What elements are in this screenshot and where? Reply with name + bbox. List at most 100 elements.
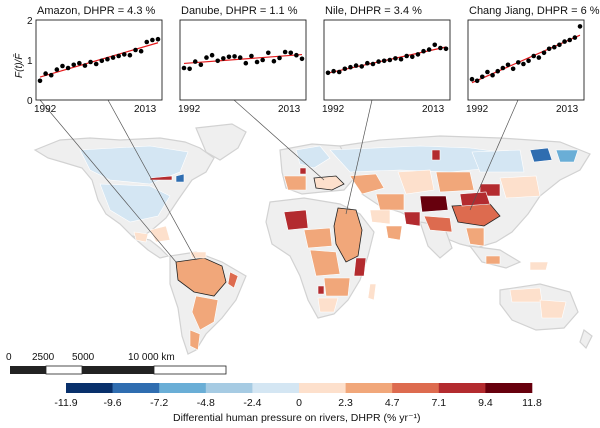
inset-point [204, 55, 209, 60]
inset-point [376, 59, 381, 64]
basin-lena [471, 149, 525, 173]
inset-point [88, 59, 93, 65]
inset-point [336, 69, 342, 75]
colorbar-swatch [438, 383, 486, 393]
inset-fit-line [183, 53, 303, 65]
colorbar-swatch [345, 383, 393, 393]
connector-nile [345, 99, 373, 215]
basin-far-east [555, 149, 579, 163]
inset-point [505, 62, 511, 68]
scale-label-5000: 5000 [72, 352, 95, 363]
inset-2: Nile, DHPR = 3.4 % 1992 2013 [322, 5, 451, 115]
colorbar-tick: 2.3 [338, 397, 353, 409]
colorbar: -11.9 -9.6 -7.2 -4.8 -2.4 0 2.3 4.7 7.1 9.4 11.8 [54, 383, 542, 409]
scale-bar: 0 2500 5000 10 000 km [6, 352, 227, 375]
colorbar-tick: -9.6 [104, 397, 122, 409]
inset-x-end: 2013 [134, 104, 157, 115]
inset-point [37, 78, 43, 84]
inset-point [43, 71, 48, 76]
connector-danube [233, 99, 325, 181]
river-basins [79, 145, 579, 351]
inset-point [110, 55, 116, 60]
inset-point [521, 61, 526, 67]
inset-x-end: 2013 [422, 104, 445, 115]
inset-point [387, 57, 393, 63]
inset-frame [467, 19, 585, 101]
basin-caspian [375, 193, 405, 211]
inset-point [381, 58, 387, 64]
inset-point [192, 59, 198, 64]
colorbar-tick: -2.4 [243, 397, 261, 409]
inset-1: Danube, DHPR = 1.1 % 1992 2013 [178, 5, 307, 115]
inset-point [254, 59, 260, 65]
basin-nelson [175, 173, 185, 183]
inset-point [546, 46, 552, 52]
inset-title: Nile, DHPR = 3.4 % [325, 5, 422, 17]
colorbar-swatch [252, 383, 300, 393]
inset-point [515, 60, 521, 65]
inset-point [359, 64, 365, 69]
basin-parana [191, 295, 219, 331]
inset-point [77, 60, 82, 66]
inset-point [409, 54, 415, 60]
basin-sw-africa [317, 285, 325, 295]
colorbar-tick: -11.9 [54, 397, 77, 409]
inset-x-start: 1992 [466, 104, 489, 115]
basin-amur [499, 175, 541, 199]
inset-point [260, 57, 265, 63]
inset-point [443, 46, 449, 52]
new-zealand [579, 329, 593, 350]
connector-lines [39, 99, 519, 263]
inset-point [577, 24, 583, 29]
basin-patagonia [189, 329, 201, 351]
inset-point [490, 72, 495, 78]
inset-point [116, 53, 121, 59]
inset-point [393, 56, 398, 61]
inset-ytick: 1 [27, 56, 33, 67]
inset-title: Chang Jiang, DHPR = 6 % [469, 5, 600, 17]
basin-ne-brazil [227, 271, 239, 289]
inset-point [551, 44, 557, 50]
scale-label-10000: 10 000 km [128, 352, 175, 363]
inset-point [209, 52, 215, 58]
basin-us-east [149, 225, 171, 243]
inset-ytick: 2 [27, 16, 33, 27]
inset-charts: Amazon, DHPR = 4.3 % 1992 2013 2 1 0 F(t)/F̄ Da… [12, 5, 599, 115]
inset-fit-line [39, 42, 159, 78]
basin-nile [333, 207, 363, 263]
basin-east-africa [353, 257, 367, 277]
inset-point [198, 62, 204, 68]
inset-point [271, 58, 277, 64]
inset-point [562, 39, 567, 44]
inset-point [469, 76, 475, 82]
inset-ytick: 0 [27, 96, 33, 107]
inset-point [282, 49, 288, 55]
inset-3: Chang Jiang, DHPR = 6 % 1992 2013 [466, 5, 600, 115]
scale-label-0: 0 [6, 352, 12, 363]
basin-ganges [423, 215, 453, 233]
colorbar-label: Differential human pressure on rivers, D… [173, 412, 421, 424]
inset-point [325, 70, 331, 76]
basin-niger [303, 227, 333, 249]
inset-point [138, 48, 144, 54]
colorbar-swatch [392, 383, 440, 393]
inset-point [215, 58, 221, 64]
inset-frame [179, 19, 307, 101]
basin-arabia [385, 225, 403, 241]
basin-indus [403, 211, 421, 227]
basin-amazon [175, 257, 227, 297]
inset-point [187, 66, 192, 72]
basin-kolyma [529, 147, 553, 163]
scale-seg-3 [82, 366, 154, 374]
colorbar-swatch [205, 383, 253, 393]
basin-hudson [149, 175, 173, 181]
inset-point [510, 66, 516, 72]
inset-point [432, 42, 438, 48]
inset-point [237, 55, 243, 60]
inset-point [48, 72, 54, 78]
inset-point [348, 64, 353, 70]
basin-ob [397, 169, 435, 195]
inset-x-start: 1992 [322, 104, 345, 115]
inset-point [557, 42, 562, 48]
